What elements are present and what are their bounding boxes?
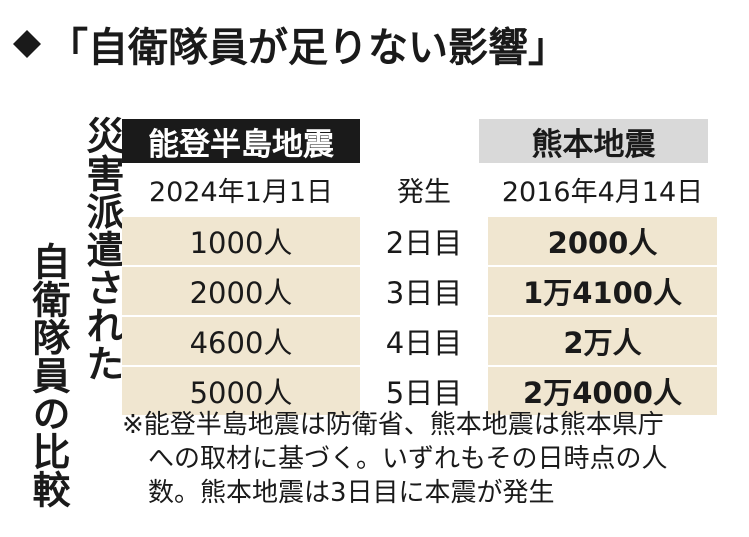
footnote-line-1: ※能登半島地震は防衛省、熊本地震は熊本県庁 [122, 410, 664, 440]
table-row: 4600人 4日目 2万人 [122, 315, 717, 365]
noto-date: 2024年1月1日 [148, 176, 334, 208]
kumamoto-date: 2016年4月14日 [501, 176, 704, 208]
page-header: 「自衛隊員が足りない影響」 [12, 14, 568, 74]
noto-count: 1000人 [122, 217, 360, 265]
kumamoto-count: 1万4100人 [488, 267, 717, 315]
day-label: 5日目 [360, 367, 488, 415]
footnote-line-2: への取材に基づく。いずれもその日時点の人 [148, 444, 668, 474]
table-row: 2000人 3日目 1万4100人 [122, 265, 717, 315]
day-label: 4日目 [360, 317, 488, 365]
table-header-row: 能登半島地震 [122, 119, 717, 163]
footnote: ※能登半島地震は防衛省、熊本地震は熊本県庁 への取材に基づく。いずれもその日時点… [122, 408, 722, 510]
noto-count: 5000人 [122, 367, 360, 415]
table-row: 5000人 5日目 2万4000人 [122, 365, 717, 415]
noto-count: 4600人 [122, 317, 360, 365]
kumamoto-count: 2万人 [488, 317, 717, 365]
occurrence-label: 発生 [397, 176, 451, 208]
footnote-line-3: 数。熊本地震は3日目に本震が発生 [148, 478, 555, 508]
comparison-table: 能登半島地震 熊本地震 2024年1月1日 発生 2016年4月14日 1000… [122, 119, 717, 415]
diamond-icon [13, 30, 41, 58]
vertical-title-line-1: 災害派遣された [80, 116, 124, 382]
page-title: 「自衛隊員が足りない影響」 [48, 25, 568, 71]
day-label: 2日目 [360, 217, 488, 265]
kumamoto-count: 2000人 [488, 217, 717, 265]
date-row: 2024年1月1日 発生 2016年4月14日 [122, 163, 717, 215]
kumamoto-earthquake-header: 熊本地震 [479, 119, 708, 163]
noto-earthquake-header: 能登半島地震 [122, 119, 360, 163]
noto-count: 2000人 [122, 267, 360, 315]
vertical-title-line-2: 自衛隊員の比較 [26, 242, 70, 508]
table-row: 1000人 2日目 2000人 [122, 215, 717, 265]
table-header-row-right: 熊本地震 [122, 119, 717, 163]
kumamoto-count: 2万4000人 [488, 367, 717, 415]
day-label: 3日目 [360, 267, 488, 315]
